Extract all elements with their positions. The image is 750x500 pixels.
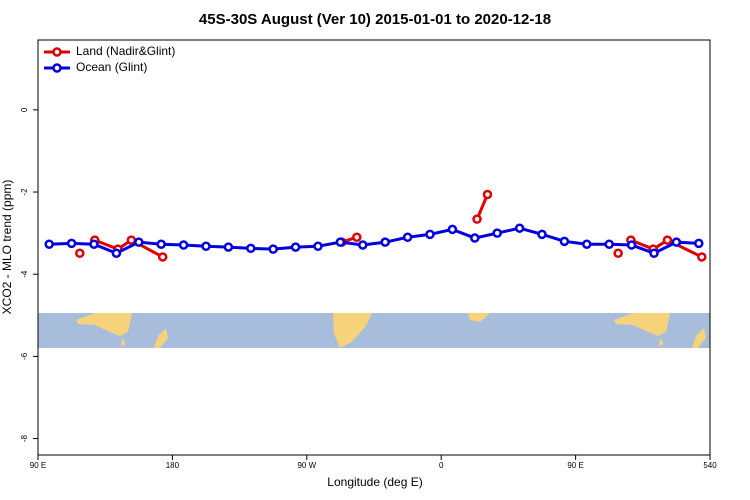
point <box>352 232 362 242</box>
point <box>268 244 278 254</box>
point <box>156 239 166 249</box>
point <box>514 223 525 233</box>
x-tick-label: 90 E <box>567 461 583 470</box>
point <box>89 239 99 249</box>
point <box>335 237 346 247</box>
point <box>223 242 234 252</box>
point <box>44 239 54 249</box>
point <box>246 243 256 254</box>
point <box>290 242 301 252</box>
x-tick-label: 90 W <box>297 461 316 470</box>
point <box>134 237 144 247</box>
point <box>626 240 637 250</box>
x-tick-label: 540 <box>703 461 717 470</box>
point <box>126 235 137 245</box>
map-strip <box>38 313 710 348</box>
x-tick-label: 0 <box>439 461 444 470</box>
point <box>66 238 77 249</box>
point <box>671 237 682 247</box>
point <box>537 229 547 240</box>
point <box>178 240 189 250</box>
point <box>313 241 323 252</box>
legend-marker <box>52 63 62 73</box>
point <box>470 233 480 243</box>
point <box>201 241 211 252</box>
series-line <box>94 193 703 259</box>
y-tick-label: -8 <box>20 434 29 442</box>
y-tick-label: 0 <box>20 107 29 112</box>
point <box>111 248 122 259</box>
point <box>559 236 570 247</box>
point <box>492 228 502 238</box>
point <box>425 229 435 240</box>
point <box>694 238 704 249</box>
legend-label: Ocean (Glint) <box>76 60 147 74</box>
point <box>380 237 390 247</box>
point <box>75 248 85 259</box>
point <box>662 235 673 245</box>
point <box>482 189 493 200</box>
legend-label: Land (Nadir&Glint) <box>76 44 175 58</box>
y-axis-label: XCO2 - MLO trend (ppm) <box>0 180 14 315</box>
point <box>604 239 614 249</box>
x-axis-label: Longitude (deg E) <box>327 475 422 489</box>
point <box>402 232 413 242</box>
point <box>157 252 168 262</box>
x-tick-label: 90 E <box>30 461 46 470</box>
chart-title: 45S-30S August (Ver 10) 2015-01-01 to 20… <box>199 11 551 28</box>
legend-marker <box>52 47 62 57</box>
point <box>613 248 623 259</box>
plot-frame <box>37 39 711 456</box>
y-tick-label: -2 <box>20 188 29 196</box>
point <box>472 214 482 224</box>
point <box>649 248 659 259</box>
point <box>582 239 592 249</box>
point <box>358 240 368 250</box>
y-tick-label: -4 <box>20 270 29 278</box>
point <box>447 224 458 235</box>
x-tick-label: 180 <box>166 461 180 470</box>
point <box>697 252 707 262</box>
y-tick-label: -6 <box>20 352 29 360</box>
